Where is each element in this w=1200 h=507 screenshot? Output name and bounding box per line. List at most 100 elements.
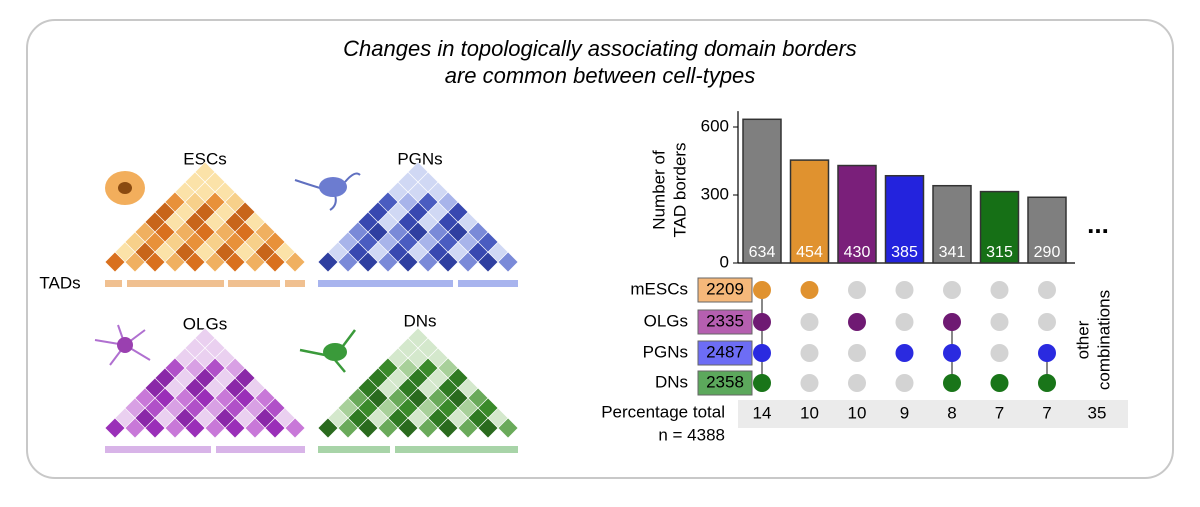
heatmap-cell [194, 327, 216, 349]
cell-icon [117, 337, 133, 353]
tad-bars [318, 280, 518, 287]
cell-icon [118, 182, 132, 194]
set-size-label: 2209 [706, 279, 744, 298]
other-label: other [1073, 320, 1092, 359]
title-line: Changes in topologically associating dom… [343, 36, 857, 61]
empty-dot [800, 344, 819, 362]
empty-dot [943, 281, 961, 299]
member-dot [848, 313, 866, 331]
member-dot [1038, 344, 1056, 362]
set-size-box [697, 340, 753, 366]
bar-value-label: 385 [891, 244, 918, 261]
empty-dot [848, 344, 866, 362]
tad-bars [105, 446, 305, 453]
empty-dot [895, 313, 914, 331]
set-name: OLGs [644, 311, 688, 330]
other-label: combinations [1094, 290, 1113, 390]
set-size-box [697, 309, 753, 335]
heatmap-cell [194, 161, 216, 183]
set-size-box [697, 277, 753, 303]
tad-bar [105, 280, 122, 287]
empty-dot [1038, 281, 1056, 299]
empty-dot [990, 281, 1009, 299]
set-size-label: 2487 [706, 342, 744, 361]
bar [932, 184, 972, 264]
percent-value: 10 [800, 403, 819, 422]
percent-value: 35 [1088, 403, 1107, 422]
panel-label: OLGs [183, 314, 227, 333]
y-tick-label: 300 [701, 184, 729, 203]
empty-dot [800, 313, 819, 331]
y-axis-label: TAD borders [670, 142, 689, 237]
cell-icon [319, 177, 347, 197]
set-size-box [697, 370, 753, 396]
bar [742, 118, 782, 264]
member-dot [990, 374, 1009, 392]
member-dot [753, 344, 771, 362]
bar-value-label: 430 [844, 244, 871, 261]
bar-value-label: 290 [1034, 244, 1061, 261]
empty-dot [848, 374, 866, 392]
percent-value: 7 [1042, 403, 1051, 422]
percent-value: 9 [900, 403, 909, 422]
tad-bar [285, 280, 305, 287]
tad-bar [318, 446, 390, 453]
empty-dot [895, 374, 914, 392]
title-line: are common between cell-types [445, 63, 756, 88]
set-name: mESCs [630, 279, 688, 298]
percent-value: 7 [995, 403, 1004, 422]
y-axis-label: Number of [649, 150, 668, 230]
member-dot [943, 344, 961, 362]
tad-bar [318, 280, 453, 287]
bar [1027, 196, 1067, 264]
bar [789, 159, 830, 264]
tad-panels: ESCs PGNs OLGs DNs TADs [39, 149, 519, 453]
member-dot [753, 281, 771, 299]
empty-dot [990, 313, 1009, 331]
member-dot [753, 313, 771, 331]
tad-bar [458, 280, 518, 287]
bar [837, 164, 877, 264]
set-size-label: 2335 [706, 311, 744, 330]
empty-dot [895, 281, 914, 299]
member-dot [943, 313, 961, 331]
y-tick-label: 600 [701, 116, 729, 135]
percent-label: Percentage total [601, 402, 725, 421]
set-name: PGNs [643, 342, 688, 361]
empty-dot [848, 281, 866, 299]
tad-bar [127, 280, 224, 287]
frame [26, 19, 1174, 479]
cell-icon [94, 324, 151, 366]
tad-bar [395, 446, 518, 453]
empty-dot [1038, 313, 1056, 331]
set-name: DNs [655, 372, 688, 391]
empty-dot [990, 344, 1009, 362]
panel-label: PGNs [397, 149, 442, 168]
member-dot [1038, 374, 1056, 392]
cell-icon [323, 343, 347, 361]
set-size-label: 2358 [706, 372, 744, 391]
bar-value-label: 315 [986, 244, 1013, 261]
percent-value: 10 [848, 403, 867, 422]
member-dot [800, 281, 819, 299]
percent-value: 14 [753, 403, 772, 422]
member-dot [943, 374, 961, 392]
tads-label: TADs [39, 273, 80, 292]
heatmap-cell [407, 327, 429, 349]
heatmap-cell [407, 161, 429, 183]
member-dot [753, 374, 771, 392]
more-indicator: ... [1087, 209, 1109, 239]
bar-value-label: 341 [939, 244, 966, 261]
tad-bar [105, 446, 211, 453]
n-label: n = 4388 [658, 425, 725, 444]
percent-band [738, 400, 1128, 428]
member-dot [895, 344, 914, 362]
percent-value: 8 [947, 403, 956, 422]
bar [884, 174, 925, 264]
tad-bars [318, 446, 518, 453]
panel-label: DNs [403, 311, 436, 330]
panel-label: ESCs [183, 149, 226, 168]
bar [979, 190, 1020, 264]
tad-bar [216, 446, 305, 453]
